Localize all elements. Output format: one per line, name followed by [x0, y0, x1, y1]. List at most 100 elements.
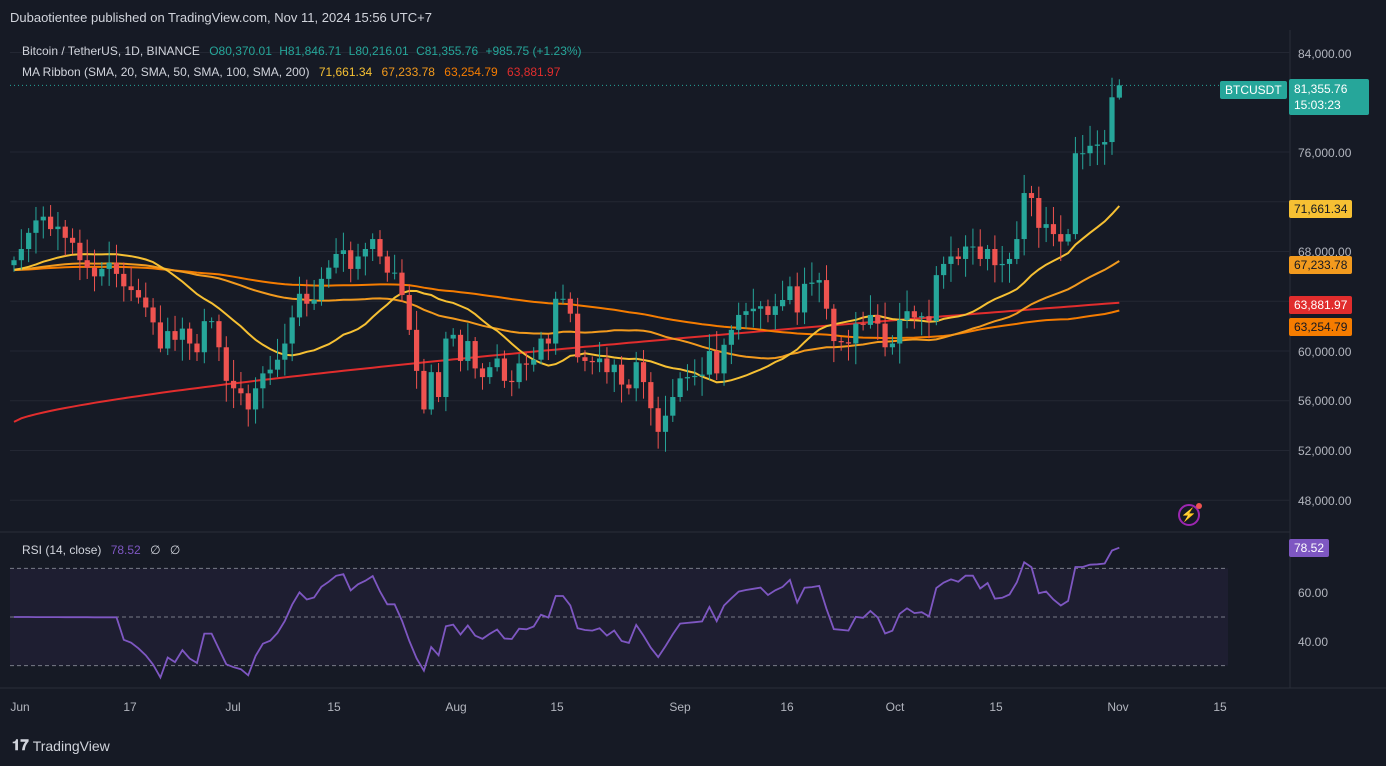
candle-body	[238, 388, 244, 394]
candle-body	[414, 329, 420, 371]
candle-body	[362, 249, 368, 257]
candle-body	[392, 272, 398, 274]
candle-body	[245, 393, 251, 410]
candle-body	[911, 311, 917, 318]
price-tick-84000: 84,000.00	[1298, 47, 1352, 61]
ma100-value: 63,254.79	[444, 65, 498, 79]
candle-body	[941, 263, 947, 276]
last-price-tag: 81,355.76 15:03:23	[1289, 79, 1369, 115]
candle-body	[187, 328, 193, 344]
candle-body	[435, 372, 442, 398]
candle-body	[1021, 193, 1027, 240]
candle-body	[48, 216, 54, 230]
lightning-alert-icon[interactable]: ⚡	[1178, 504, 1200, 526]
candle-body	[728, 329, 734, 345]
candle-body	[677, 378, 683, 398]
candle-body	[157, 322, 163, 349]
candle-body	[223, 347, 229, 381]
candle-body	[443, 338, 449, 398]
price-tick-60000: 60,000.00	[1298, 345, 1352, 359]
symbol-title[interactable]: Bitcoin / TetherUS, 1D, BINANCE	[22, 44, 200, 58]
candle-body	[340, 250, 346, 254]
candle-body	[69, 237, 76, 243]
candle-body	[1094, 144, 1100, 146]
candle-body	[143, 297, 149, 308]
candle-body	[926, 316, 932, 322]
rsi-tick-40: 40.00	[1298, 635, 1329, 649]
candle-body	[633, 362, 639, 389]
candle-body	[370, 239, 376, 250]
candle-body	[55, 226, 61, 230]
candle-body	[714, 351, 720, 374]
price-tick-68000: 68,000.00	[1298, 245, 1352, 259]
candle-body	[743, 311, 749, 315]
candle-body	[465, 341, 471, 361]
candle-body	[523, 363, 529, 365]
time-tick-jul: Jul	[225, 700, 241, 714]
candle-body	[11, 260, 17, 266]
candle-body	[823, 280, 830, 309]
candle-body	[406, 295, 412, 330]
candle-body	[62, 226, 68, 238]
candle-body	[970, 246, 976, 248]
rsi-title[interactable]: RSI (14, close)	[22, 543, 102, 557]
candle-body	[267, 369, 273, 374]
ma50-line	[13, 260, 1120, 360]
candle-body	[860, 323, 866, 325]
candle-body	[282, 343, 288, 360]
time-tick-17: 17	[123, 700, 137, 714]
time-tick-16: 16	[780, 700, 794, 714]
ma-ribbon-title[interactable]: MA Ribbon (SMA, 20, SMA, 50, SMA, 100, S…	[22, 65, 310, 79]
candle-body	[384, 256, 390, 273]
candle-body	[135, 290, 142, 298]
candle-body	[311, 300, 317, 304]
tradingview-logo[interactable]: 𝟏𝟕 TradingView	[12, 737, 110, 754]
candle-body	[304, 293, 310, 304]
candle-body	[809, 282, 815, 284]
candle-body	[575, 313, 581, 358]
candle-body	[40, 216, 46, 221]
candle-body	[450, 334, 456, 339]
ma20-value: 71,661.34	[318, 65, 373, 79]
candle-body	[977, 246, 983, 259]
rsi-value: 78.52	[110, 543, 141, 557]
candle-body	[721, 344, 727, 374]
candle-body	[589, 360, 595, 363]
candle-body	[289, 317, 295, 344]
tradingview-logo-icon: 𝟏𝟕	[12, 737, 29, 754]
tradingview-brand: TradingView	[32, 737, 110, 754]
candle-body	[1109, 97, 1115, 143]
candle-body	[919, 316, 925, 318]
rsi-legend: RSI (14, close) 78.52 ∅ ∅	[22, 543, 186, 557]
candle-body	[845, 342, 852, 344]
ohlc-change: +985.75 (+1.23%)	[485, 44, 582, 58]
candle-body	[955, 256, 961, 259]
candle-body	[106, 262, 112, 269]
candle-body	[501, 358, 508, 381]
candle-body	[684, 377, 691, 379]
time-tick-15c: 15	[989, 700, 1003, 714]
candle-body	[33, 220, 39, 233]
candle-body	[150, 307, 156, 323]
ma200-price-tag: 63,881.97	[1289, 296, 1353, 314]
rsi-line	[14, 546, 1120, 680]
candle-body	[260, 373, 266, 389]
candle-body	[597, 358, 603, 363]
time-tick-sep: Sep	[669, 700, 691, 714]
candle-body	[377, 239, 383, 257]
candle-body	[867, 314, 874, 325]
candle-body	[545, 338, 551, 344]
candle-body	[296, 293, 303, 318]
ohlc-close: C81,355.76	[416, 44, 479, 58]
candle-body	[1116, 85, 1122, 98]
candle-body	[472, 341, 478, 369]
candle-body	[933, 275, 939, 322]
candle-body	[772, 306, 778, 315]
candle-body	[736, 314, 742, 330]
time-tick-jun: Jun	[10, 700, 30, 714]
candle-body	[326, 267, 332, 279]
candle-body	[875, 314, 881, 324]
candle-body	[77, 242, 83, 261]
ohlc-low: L80,216.01	[348, 44, 409, 58]
